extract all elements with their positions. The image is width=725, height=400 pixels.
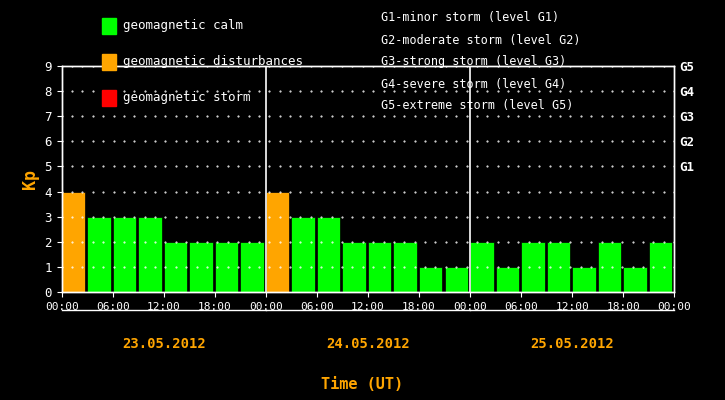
Text: G4-severe storm (level G4): G4-severe storm (level G4) <box>381 78 566 90</box>
Bar <box>597 242 621 292</box>
Bar <box>521 242 544 292</box>
Text: G1-minor storm (level G1): G1-minor storm (level G1) <box>381 12 559 24</box>
Bar <box>240 242 264 292</box>
Text: geomagnetic disturbances: geomagnetic disturbances <box>123 56 303 68</box>
Bar <box>215 242 239 292</box>
Text: 24.05.2012: 24.05.2012 <box>326 337 410 351</box>
Bar <box>624 267 647 292</box>
Bar <box>394 242 417 292</box>
Text: G5-extreme storm (level G5): G5-extreme storm (level G5) <box>381 100 573 112</box>
Bar <box>368 242 392 292</box>
Bar <box>189 242 212 292</box>
Bar <box>138 217 162 292</box>
Text: G2-moderate storm (level G2): G2-moderate storm (level G2) <box>381 34 580 46</box>
Bar <box>470 242 494 292</box>
Text: Time (UT): Time (UT) <box>321 377 404 392</box>
Bar <box>419 267 442 292</box>
Bar <box>547 242 570 292</box>
Bar <box>317 217 340 292</box>
Text: geomagnetic calm: geomagnetic calm <box>123 20 244 32</box>
Text: 25.05.2012: 25.05.2012 <box>530 337 614 351</box>
Bar <box>164 242 187 292</box>
Text: G3-strong storm (level G3): G3-strong storm (level G3) <box>381 56 566 68</box>
Text: 23.05.2012: 23.05.2012 <box>122 337 206 351</box>
Y-axis label: Kp: Kp <box>21 169 39 189</box>
Bar <box>291 217 315 292</box>
Bar <box>112 217 136 292</box>
Bar <box>649 242 672 292</box>
Bar <box>266 192 289 292</box>
Text: geomagnetic storm: geomagnetic storm <box>123 92 251 104</box>
Bar <box>342 242 366 292</box>
Bar <box>87 217 111 292</box>
Bar <box>572 267 596 292</box>
Bar <box>496 267 519 292</box>
Bar <box>62 192 85 292</box>
Bar <box>444 267 468 292</box>
